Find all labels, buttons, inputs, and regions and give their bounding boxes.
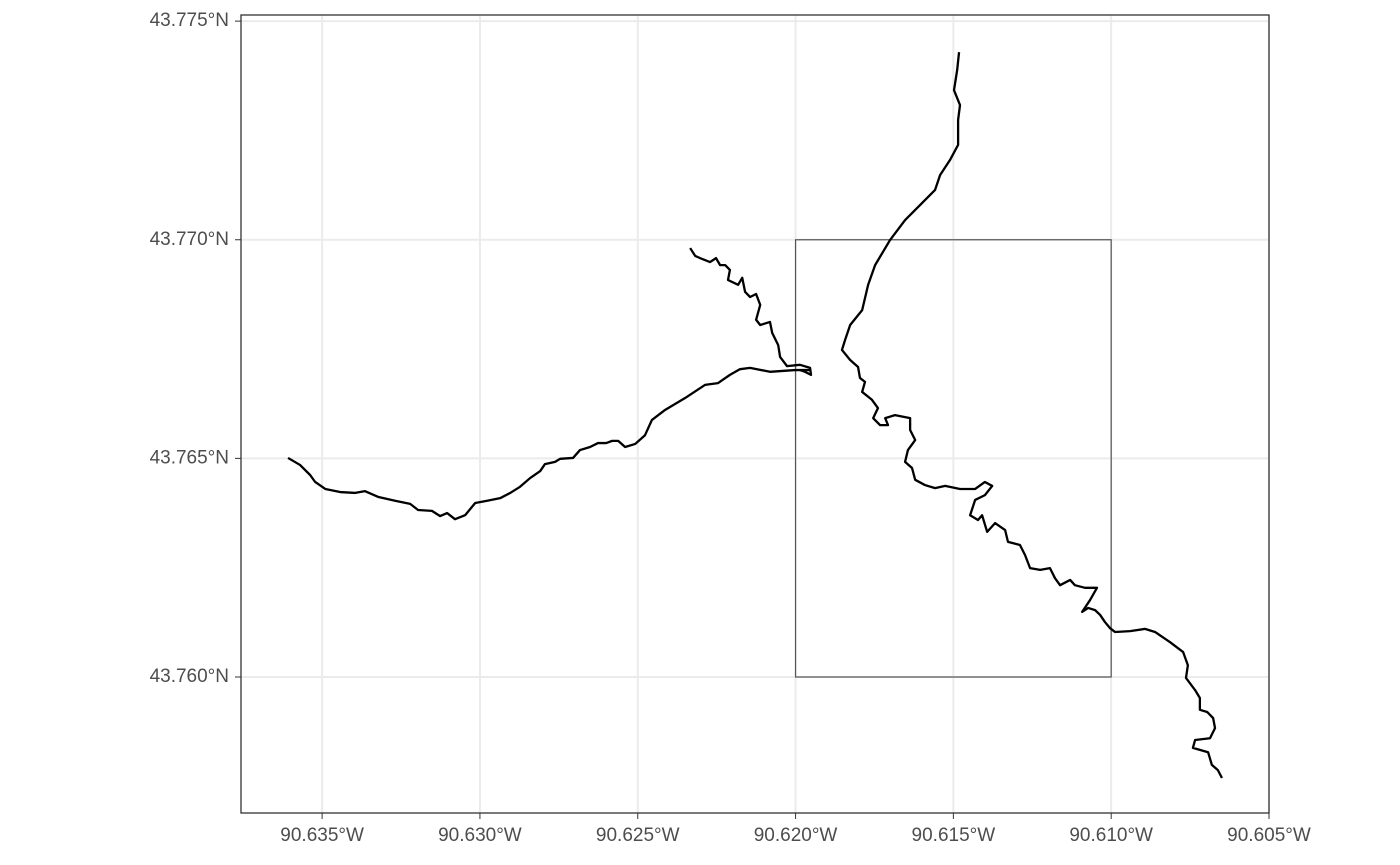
x-tick-label: 90.625°W [596, 825, 680, 846]
y-tick-label: 43.775°N [150, 10, 229, 31]
river-line [287, 366, 811, 521]
panel-background [241, 15, 1269, 813]
x-tick-label: 90.610°W [1069, 825, 1153, 846]
x-tick-label: 90.615°W [912, 825, 996, 846]
bounding-box [794, 239, 1112, 678]
x-tick-label: 90.635°W [280, 825, 364, 846]
river-line [840, 52, 1223, 779]
river-line [689, 247, 813, 377]
x-tick-label: 90.630°W [438, 825, 522, 846]
x-tick-label: 90.605°W [1227, 825, 1311, 846]
x-tick-label: 90.620°W [754, 825, 838, 846]
y-tick-label: 43.765°N [150, 447, 229, 468]
panel-border [240, 14, 1270, 814]
y-tick-label: 43.770°N [150, 229, 229, 250]
y-tick-label: 43.760°N [150, 666, 229, 687]
